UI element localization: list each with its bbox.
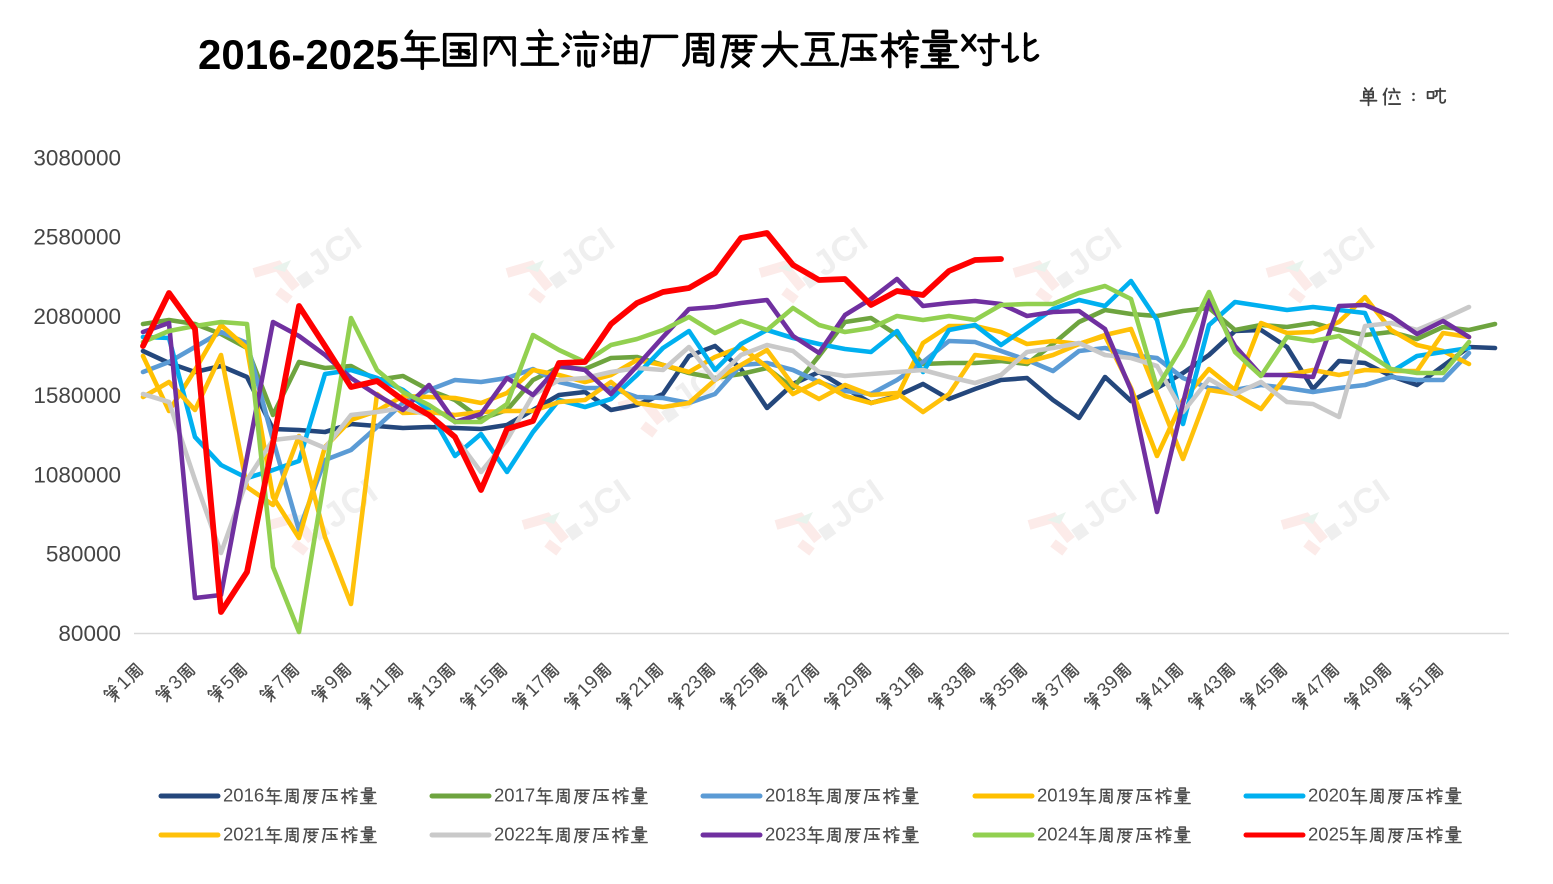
- svg-text:2022: 2022: [494, 823, 535, 844]
- svg-text:80000: 80000: [58, 621, 121, 646]
- svg-text:2080000: 2080000: [33, 304, 121, 329]
- svg-text:1080000: 1080000: [33, 462, 121, 487]
- svg-text:2016-2025: 2016-2025: [198, 31, 399, 78]
- svg-text:2019: 2019: [1037, 784, 1078, 805]
- svg-text:2025: 2025: [1308, 823, 1349, 844]
- svg-text:580000: 580000: [46, 542, 121, 567]
- svg-text:3080000: 3080000: [33, 146, 121, 171]
- svg-text:2023: 2023: [765, 823, 806, 844]
- svg-text:2024: 2024: [1037, 823, 1078, 844]
- svg-text:2017: 2017: [494, 784, 535, 805]
- svg-text:2021: 2021: [223, 823, 264, 844]
- svg-text:2016: 2016: [223, 784, 264, 805]
- svg-text:1580000: 1580000: [33, 383, 121, 408]
- svg-text:2018: 2018: [765, 784, 806, 805]
- svg-text:2020: 2020: [1308, 784, 1349, 805]
- svg-text:2580000: 2580000: [33, 225, 121, 250]
